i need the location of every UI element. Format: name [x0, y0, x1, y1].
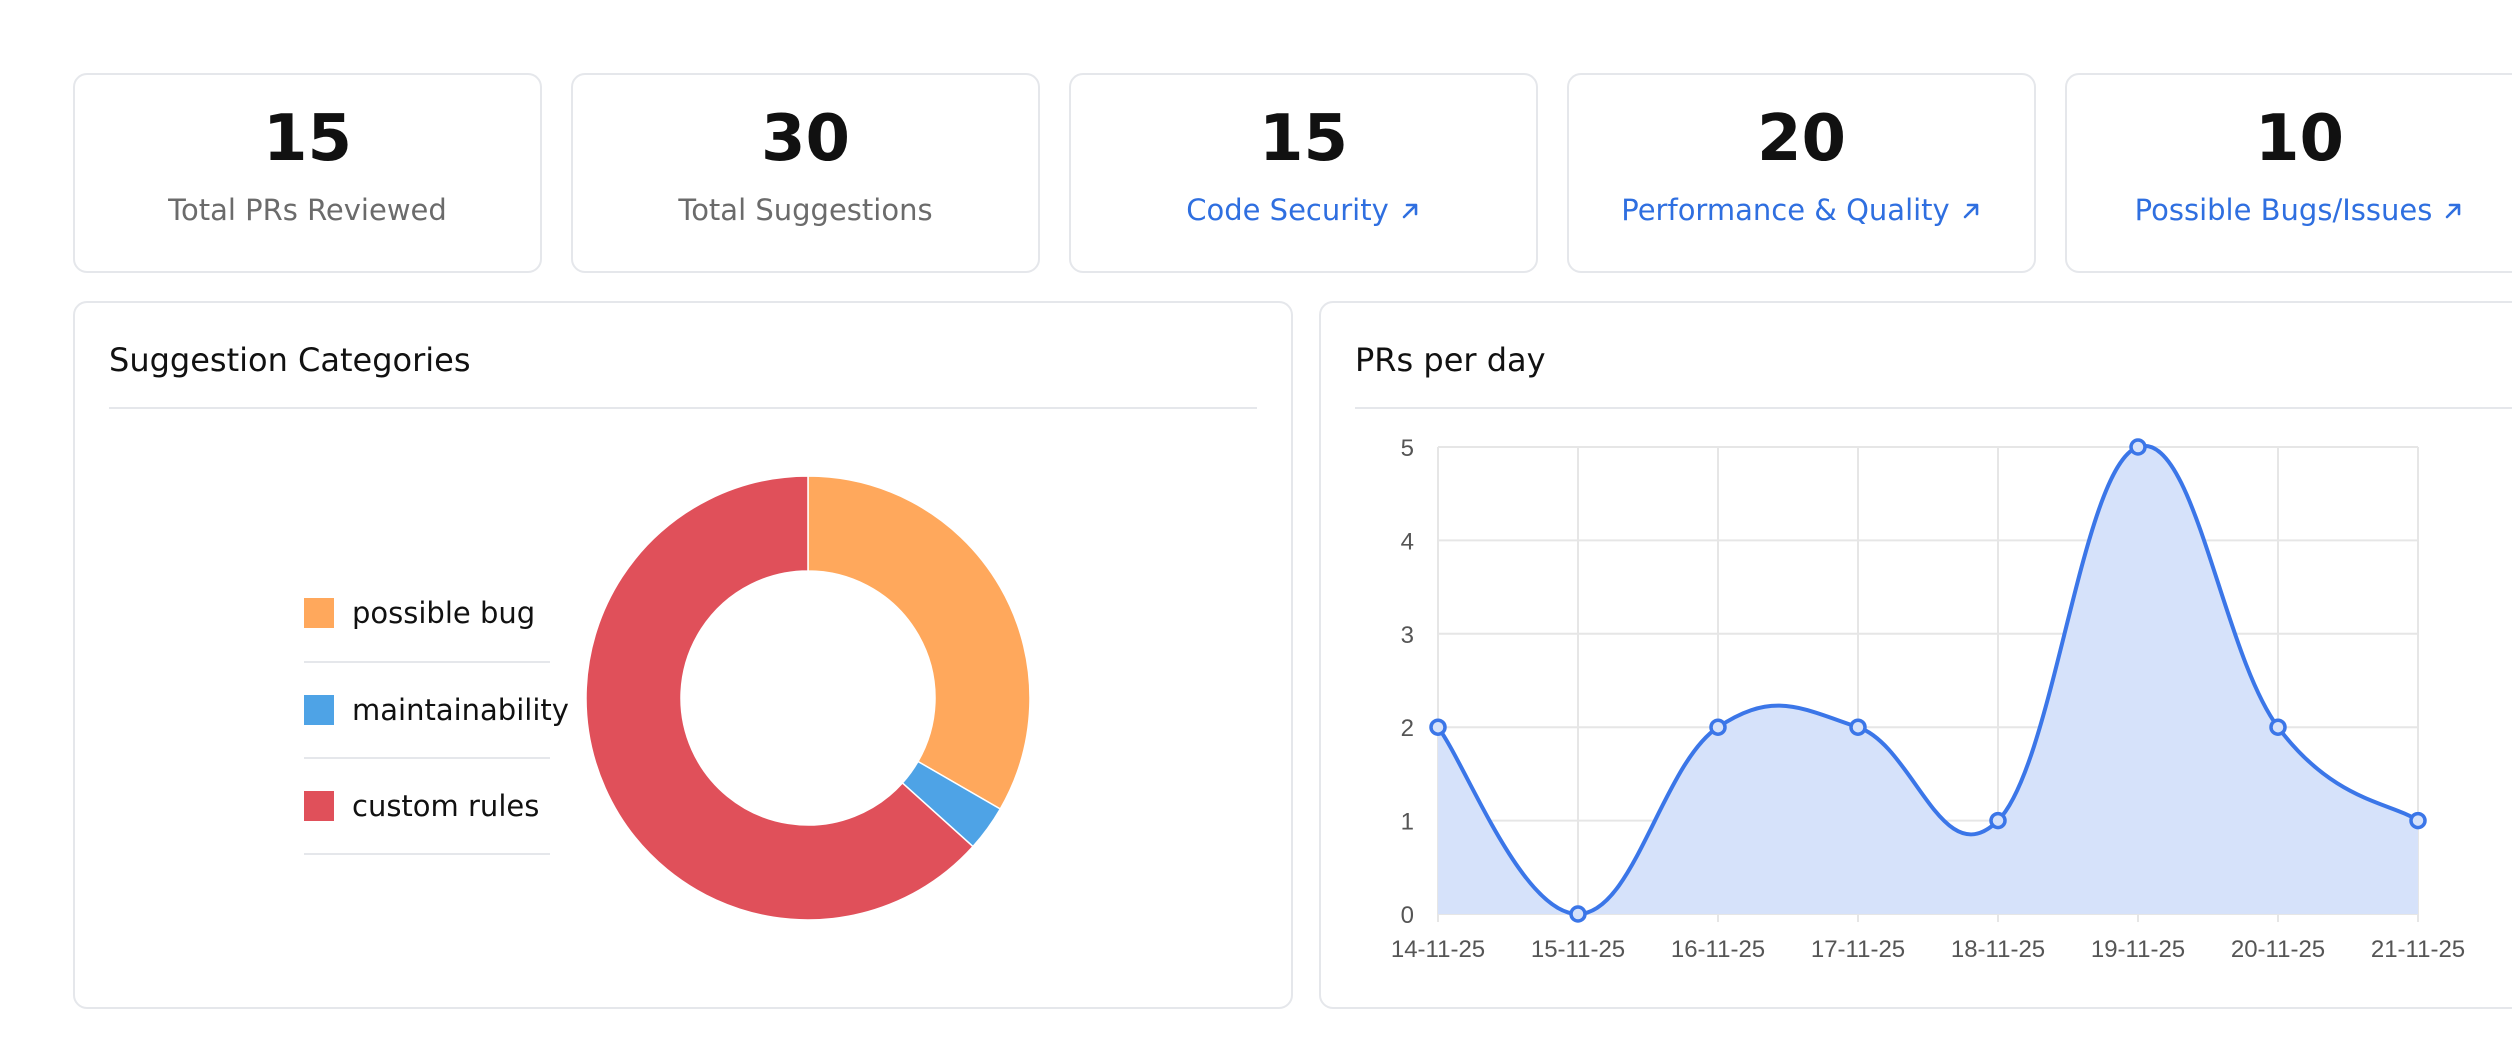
x-tick-label: 18-11-25	[1951, 936, 2045, 963]
stat-label: Total PRs Reviewed	[168, 193, 447, 227]
x-tick-label: 15-11-25	[1531, 936, 1625, 963]
code-security-link[interactable]: Code Security	[1071, 193, 1536, 228]
data-point-14-11-25[interactable]	[1429, 718, 1447, 736]
donut-slice-possible-bug[interactable]	[807, 475, 1031, 811]
stat-value: 15	[262, 102, 353, 176]
x-tick-label: 14-11-25	[1391, 936, 1485, 963]
x-tick-label: 19-11-25	[2091, 936, 2185, 963]
y-tick-label: 0	[1401, 902, 1414, 929]
stat-value: 15	[1258, 102, 1349, 176]
legend-item-possible-bug[interactable]: possible bug	[304, 565, 550, 663]
stat-card-performance-quality: 20 Performance & Quality	[1567, 73, 2036, 273]
x-tick-label: 16-11-25	[1671, 936, 1765, 963]
stat-card-prs-reviewed: 15 Total PRs Reviewed	[73, 73, 542, 273]
series-line	[1436, 443, 2420, 917]
donut-slice-custom-rules[interactable]	[585, 475, 975, 921]
external-arrow-icon[interactable]	[1950, 193, 1982, 227]
donut-legend: possible bug maintainability custom rule…	[304, 565, 569, 855]
suggestion-categories-panel: Suggestion Categories possible bug maint…	[73, 301, 1293, 1009]
y-tick-label: 3	[1401, 622, 1414, 649]
possible-bugs-link[interactable]: Possible Bugs/Issues	[2067, 193, 2512, 228]
area-fill	[1438, 445, 2418, 914]
stat-link-label[interactable]: Code Security	[1186, 193, 1389, 227]
stat-link-label[interactable]: Performance & Quality	[1621, 193, 1950, 227]
stat-card-total-suggestions: 30 Total Suggestions	[571, 73, 1040, 273]
stat-link-label[interactable]: Possible Bugs/Issues	[2134, 193, 2433, 227]
x-tick-label: 21-11-25	[2371, 936, 2465, 963]
data-point-16-11-25[interactable]	[1709, 718, 1727, 736]
external-arrow-icon[interactable]	[1389, 193, 1421, 227]
x-tick-label: 17-11-25	[1811, 936, 1905, 963]
legend-label: maintainability	[352, 693, 569, 727]
data-point-18-11-25[interactable]	[1989, 811, 2007, 830]
y-tick-label: 5	[1401, 435, 1414, 462]
y-tick-label: 1	[1401, 809, 1414, 836]
stat-card-possible-bugs: 10 Possible Bugs/Issues	[2065, 73, 2512, 273]
legend-swatch	[304, 598, 334, 628]
stat-label: Total Suggestions	[678, 193, 933, 227]
legend-item-maintainability[interactable]: maintainability	[304, 663, 569, 759]
legend-label: custom rules	[352, 789, 540, 823]
external-arrow-icon[interactable]	[2432, 193, 2464, 227]
stat-card-code-security: 15 Code Security	[1069, 73, 1538, 273]
stat-value: 30	[760, 102, 851, 176]
data-point-19-11-25[interactable]	[2129, 438, 2147, 456]
data-point-20-11-25[interactable]	[2269, 718, 2287, 736]
panel-title: PRs per day	[1355, 341, 1546, 379]
panel-title: Suggestion Categories	[109, 341, 471, 379]
legend-label: possible bug	[352, 596, 536, 630]
y-tick-label: 2	[1401, 715, 1414, 742]
legend-swatch	[304, 791, 334, 821]
x-tick-label: 20-11-25	[2231, 936, 2325, 963]
panel-divider	[109, 407, 1257, 409]
prs-per-day-chart: 0 1 2 3 4 5 14-11-25 15-11-25 16-11-25 17-11-25 18…	[1391, 435, 2465, 963]
data-point-21-11-25[interactable]	[2409, 811, 2427, 830]
prs-per-day-panel: PRs per day 0 1 2 3 4 5 14-11-25 15-11-25 16-11-…	[1319, 301, 2512, 1009]
stat-value: 20	[1756, 102, 1847, 176]
data-point-17-11-25[interactable]	[1849, 718, 1867, 736]
performance-quality-link[interactable]: Performance & Quality	[1569, 193, 2034, 228]
stat-value: 10	[2254, 102, 2345, 176]
panel-divider	[1355, 407, 2512, 409]
legend-item-custom-rules[interactable]: custom rules	[304, 759, 550, 855]
data-point-15-11-25[interactable]	[1569, 905, 1587, 923]
y-tick-label: 4	[1401, 528, 1414, 555]
legend-swatch	[304, 695, 334, 725]
donut-chart	[585, 475, 1031, 921]
